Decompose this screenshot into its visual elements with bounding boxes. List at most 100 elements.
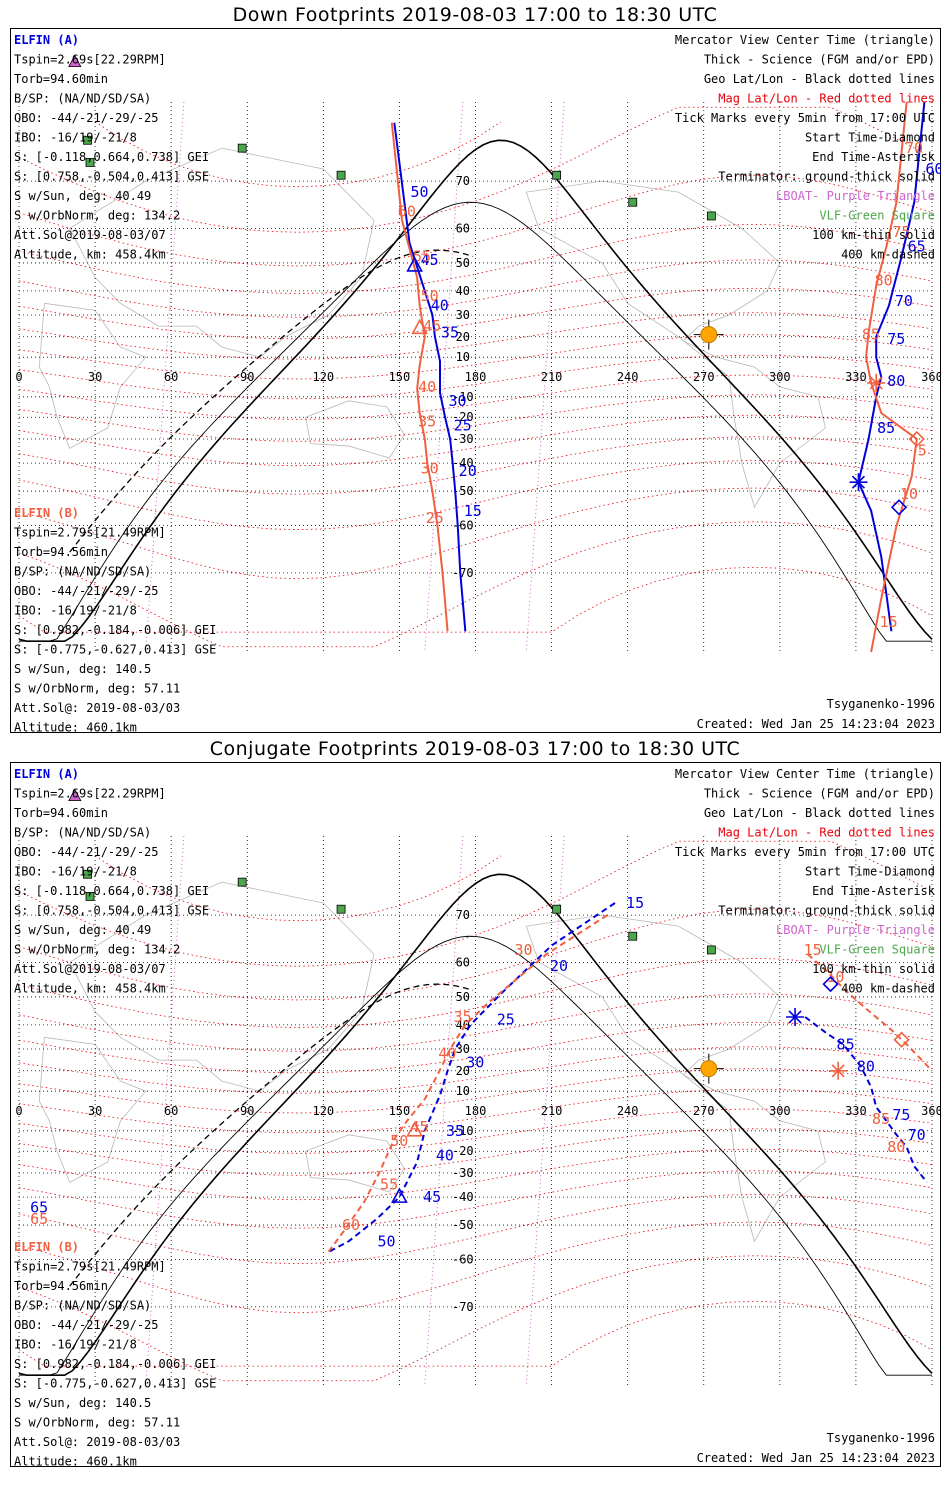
- track-tick-label: 30: [514, 941, 532, 959]
- lat-tick-label: 10: [456, 350, 470, 364]
- track-tick-label: 25: [426, 509, 444, 527]
- lat-tick-label: 70: [456, 174, 470, 188]
- track-tick-label: 15: [804, 941, 822, 959]
- elfin-header: ELFIN (A): [14, 33, 79, 47]
- elfin-info-line: Tspin=2.69s[22.29RPM]: [14, 53, 166, 67]
- track-tick-label: 80: [875, 271, 893, 289]
- asterisk-stroke: [851, 475, 866, 489]
- legend-entry: Tick Marks every 5min from 17:00 UTC: [675, 845, 935, 859]
- track-tick-label: 55: [413, 248, 431, 266]
- legend-entry: Terminator: ground-thick solid: [718, 904, 935, 918]
- lat-tick-label: -60: [452, 519, 474, 533]
- track-tick-label: 75: [887, 330, 905, 348]
- track-tick-label: 45: [423, 1188, 441, 1206]
- lon-tick-label: 300: [769, 370, 791, 384]
- legend-entry: 100 km-thin solid: [812, 228, 935, 242]
- mag-latitude-line: [94, 121, 502, 188]
- track-tick-label: 75: [892, 223, 910, 241]
- created-timestamp: Created: Wed Jan 25 14:23:04 2023: [697, 717, 935, 731]
- legend-entry: Terminator: ground-thick solid: [718, 170, 935, 184]
- lon-tick-label: 210: [541, 370, 563, 384]
- mag-grid: [18, 840, 933, 1382]
- track-tick-label: 50: [421, 287, 439, 305]
- lon-tick-label: 150: [389, 370, 411, 384]
- mag-latitude-line: [94, 855, 502, 922]
- created-timestamp: Created: Wed Jan 25 14:23:04 2023: [697, 1451, 935, 1465]
- lat-tick-label: -70: [452, 566, 474, 580]
- track-tick-label: 60: [925, 160, 941, 178]
- legend: Mercator View Center Time (triangle) Thic…: [675, 767, 936, 996]
- legend-entry: VLF-Green Square: [819, 209, 935, 223]
- track-tick-label: 35: [454, 1008, 472, 1026]
- lat-tick-label: 50: [456, 256, 470, 270]
- elfin-info-line: Tspin=2.79s[21.49RPM]: [14, 526, 166, 540]
- elfin-info-line: S w/Sun, deg: 40.49: [14, 189, 151, 203]
- vlf-square: [237, 143, 247, 153]
- legend-entry: Mag Lat/Lon - Red dotted lines: [718, 92, 935, 106]
- lon-tick-label: 240: [617, 370, 639, 384]
- track-tick-label: 70: [895, 292, 913, 310]
- end-time-asterisk: [867, 373, 886, 392]
- elfin-info-line: S: [-0.775,-0.627,0.413] GSE: [14, 643, 216, 657]
- elfin-info-line: S w/Sun, deg: 40.49: [14, 923, 151, 937]
- lat-tick-label: -20: [452, 1144, 474, 1158]
- sun-icon: [700, 326, 718, 344]
- legend-entry: End Time-Asterisk: [812, 150, 936, 164]
- elfin-info-line: Tspin=2.69s[22.29RPM]: [14, 787, 166, 801]
- model-label: Tsyganenko-1996: [827, 1431, 935, 1445]
- track-tick-label: 30: [421, 459, 439, 477]
- lon-tick-label: 240: [617, 1104, 639, 1118]
- legend-entry: Mercator View Center Time (triangle): [675, 767, 935, 781]
- mag-latitude-line: [18, 993, 933, 1052]
- elfin-info-line: IBO: -16/19/-21/8: [14, 604, 137, 618]
- lat-tick-label: 30: [456, 1042, 470, 1056]
- track-tick-label: 65: [30, 1199, 48, 1217]
- lon-tick-label: 330: [845, 370, 867, 384]
- terminator-100km-line: [19, 935, 932, 1376]
- mag-latitude-line: [18, 1194, 933, 1265]
- track-tick-label: 5: [918, 442, 927, 460]
- legend-entry: Thick - Science (FGM and/or EPD): [704, 787, 935, 801]
- mag-latitude-line: [18, 1221, 933, 1314]
- elfin-info-line: S w/OrbNorm, deg: 57.11: [14, 682, 180, 696]
- elfin-b-info: ELFIN (B) Tspin=2.79s[21.49RPM] Torb=94.56…: [14, 506, 216, 733]
- asterisk-stroke: [831, 1064, 845, 1078]
- elfin-info-line: S w/OrbNorm, deg: 134.2: [14, 943, 180, 957]
- elfin-b-info: ELFIN (B) Tspin=2.79s[21.49RPM] Torb=94.56…: [14, 1240, 216, 1467]
- end-time-asterisk: [849, 473, 868, 492]
- lon-tick-label: 180: [465, 1104, 487, 1118]
- start-time-diamond: [822, 975, 839, 993]
- coastline: [305, 1134, 405, 1193]
- track-tick-label: 30: [466, 1053, 484, 1071]
- mag-latitude-line: [18, 312, 933, 360]
- track-tick-label: 85: [877, 419, 895, 437]
- lon-tick-label: 30: [88, 1104, 102, 1118]
- vlf-square: [706, 945, 716, 955]
- track-tick-label: 85: [837, 1035, 855, 1053]
- lat-tick-label: 40: [456, 284, 470, 298]
- mag-latitude-line: [18, 374, 933, 420]
- track-tick-label: 70: [905, 139, 923, 157]
- terminator-ground-line: [18, 873, 933, 1376]
- model-label: Tsyganenko-1996: [827, 697, 935, 711]
- track-tick-label: 30: [449, 392, 467, 410]
- mag-latitude-line: [18, 460, 933, 531]
- elfin-info-line: S: [-0.118,0.664,0.738] GEI: [14, 150, 209, 164]
- track-tick-label: 50: [410, 183, 428, 201]
- elfin-info-line: Att.Sol@2019-08-03/07: [14, 228, 166, 242]
- legend-entry: Start Time-Diamond: [805, 865, 935, 879]
- elfin-info-line: S w/Sun, deg: 140.5: [14, 1396, 151, 1410]
- track-tick-label: 15: [880, 613, 898, 631]
- legend-entry: Start Time-Diamond: [805, 131, 935, 145]
- footprint-map-down: 0 30 60 90 120 150 180 210 240 270 300 330 360706050…: [10, 28, 941, 733]
- panel-frame: [10, 28, 941, 733]
- panel-title: Down Footprints 2019-08-03 17:00 to 18:3…: [232, 4, 718, 26]
- lon-tick-label: 120: [312, 1104, 334, 1118]
- terminator-400km-line: [69, 983, 474, 1287]
- panel-title: Conjugate Footprints 2019-08-03 17:00 to…: [209, 738, 741, 760]
- elfin-info-line: S: [0.758,-0.504,0.413] GSE: [14, 170, 209, 184]
- mag-latitude-line: [18, 1046, 933, 1094]
- end-time-asterisk: [786, 1007, 805, 1026]
- legend-entry: Thick - Science (FGM and/or EPD): [704, 53, 935, 67]
- lon-tick-label: 90: [240, 370, 254, 384]
